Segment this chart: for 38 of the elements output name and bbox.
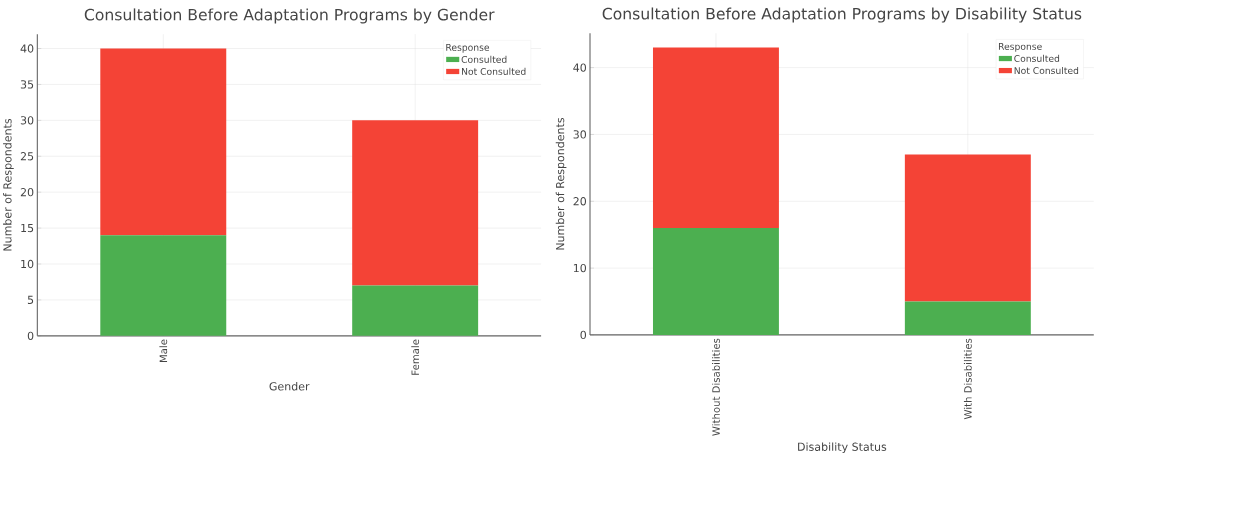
chart-title: Consultation Before Adaptation Programs by Gender <box>84 8 495 24</box>
bar <box>100 48 227 236</box>
y-axis-title: Number of Respondents <box>555 117 567 250</box>
y-tick-label: 30 <box>20 116 34 125</box>
chart-title: Consultation Before Adaptation Programs by Disability Status <box>602 7 1082 23</box>
y-tick-label: 20 <box>20 187 34 197</box>
y-axis-title: Number of Respondents <box>3 118 14 251</box>
y-tick-label: 10 <box>573 263 587 273</box>
bar <box>100 235 227 336</box>
y-tick-label: 30 <box>573 130 587 139</box>
x-tick-label: Male <box>159 339 168 363</box>
y-tick-label: 0 <box>27 331 34 340</box>
legend-title: Response <box>446 44 490 53</box>
y-tick-label: 0 <box>580 330 587 340</box>
bar <box>352 120 479 286</box>
bar <box>352 285 479 336</box>
x-axis-title: Gender <box>269 381 310 391</box>
y-tick-label: 10 <box>21 259 34 269</box>
legend-label: Not Consulted <box>1014 66 1079 74</box>
y-tick-label: 40 <box>573 63 587 72</box>
y-tick-label: 25 <box>20 152 34 161</box>
y-tick-label: 35 <box>20 80 34 89</box>
bar <box>652 227 779 335</box>
y-tick-label: 20 <box>573 197 587 206</box>
bar <box>652 47 779 228</box>
legend-label: Not Consulted <box>462 67 526 75</box>
y-tick-label: 40 <box>20 44 34 53</box>
bar <box>904 154 1031 302</box>
legend-label: Consulted <box>1014 54 1060 62</box>
y-tick-label: 5 <box>27 295 34 304</box>
x-tick-label: Without Disabilities <box>712 338 720 436</box>
legend-title: Response <box>998 43 1042 52</box>
y-tick-label: 15 <box>21 223 34 233</box>
bar <box>904 301 1031 335</box>
x-tick-label: With Disabilities <box>963 338 972 420</box>
x-axis-title: Disability Status <box>798 442 887 454</box>
x-tick-label: Female <box>411 339 420 375</box>
legend-label: Consulted <box>461 55 507 63</box>
